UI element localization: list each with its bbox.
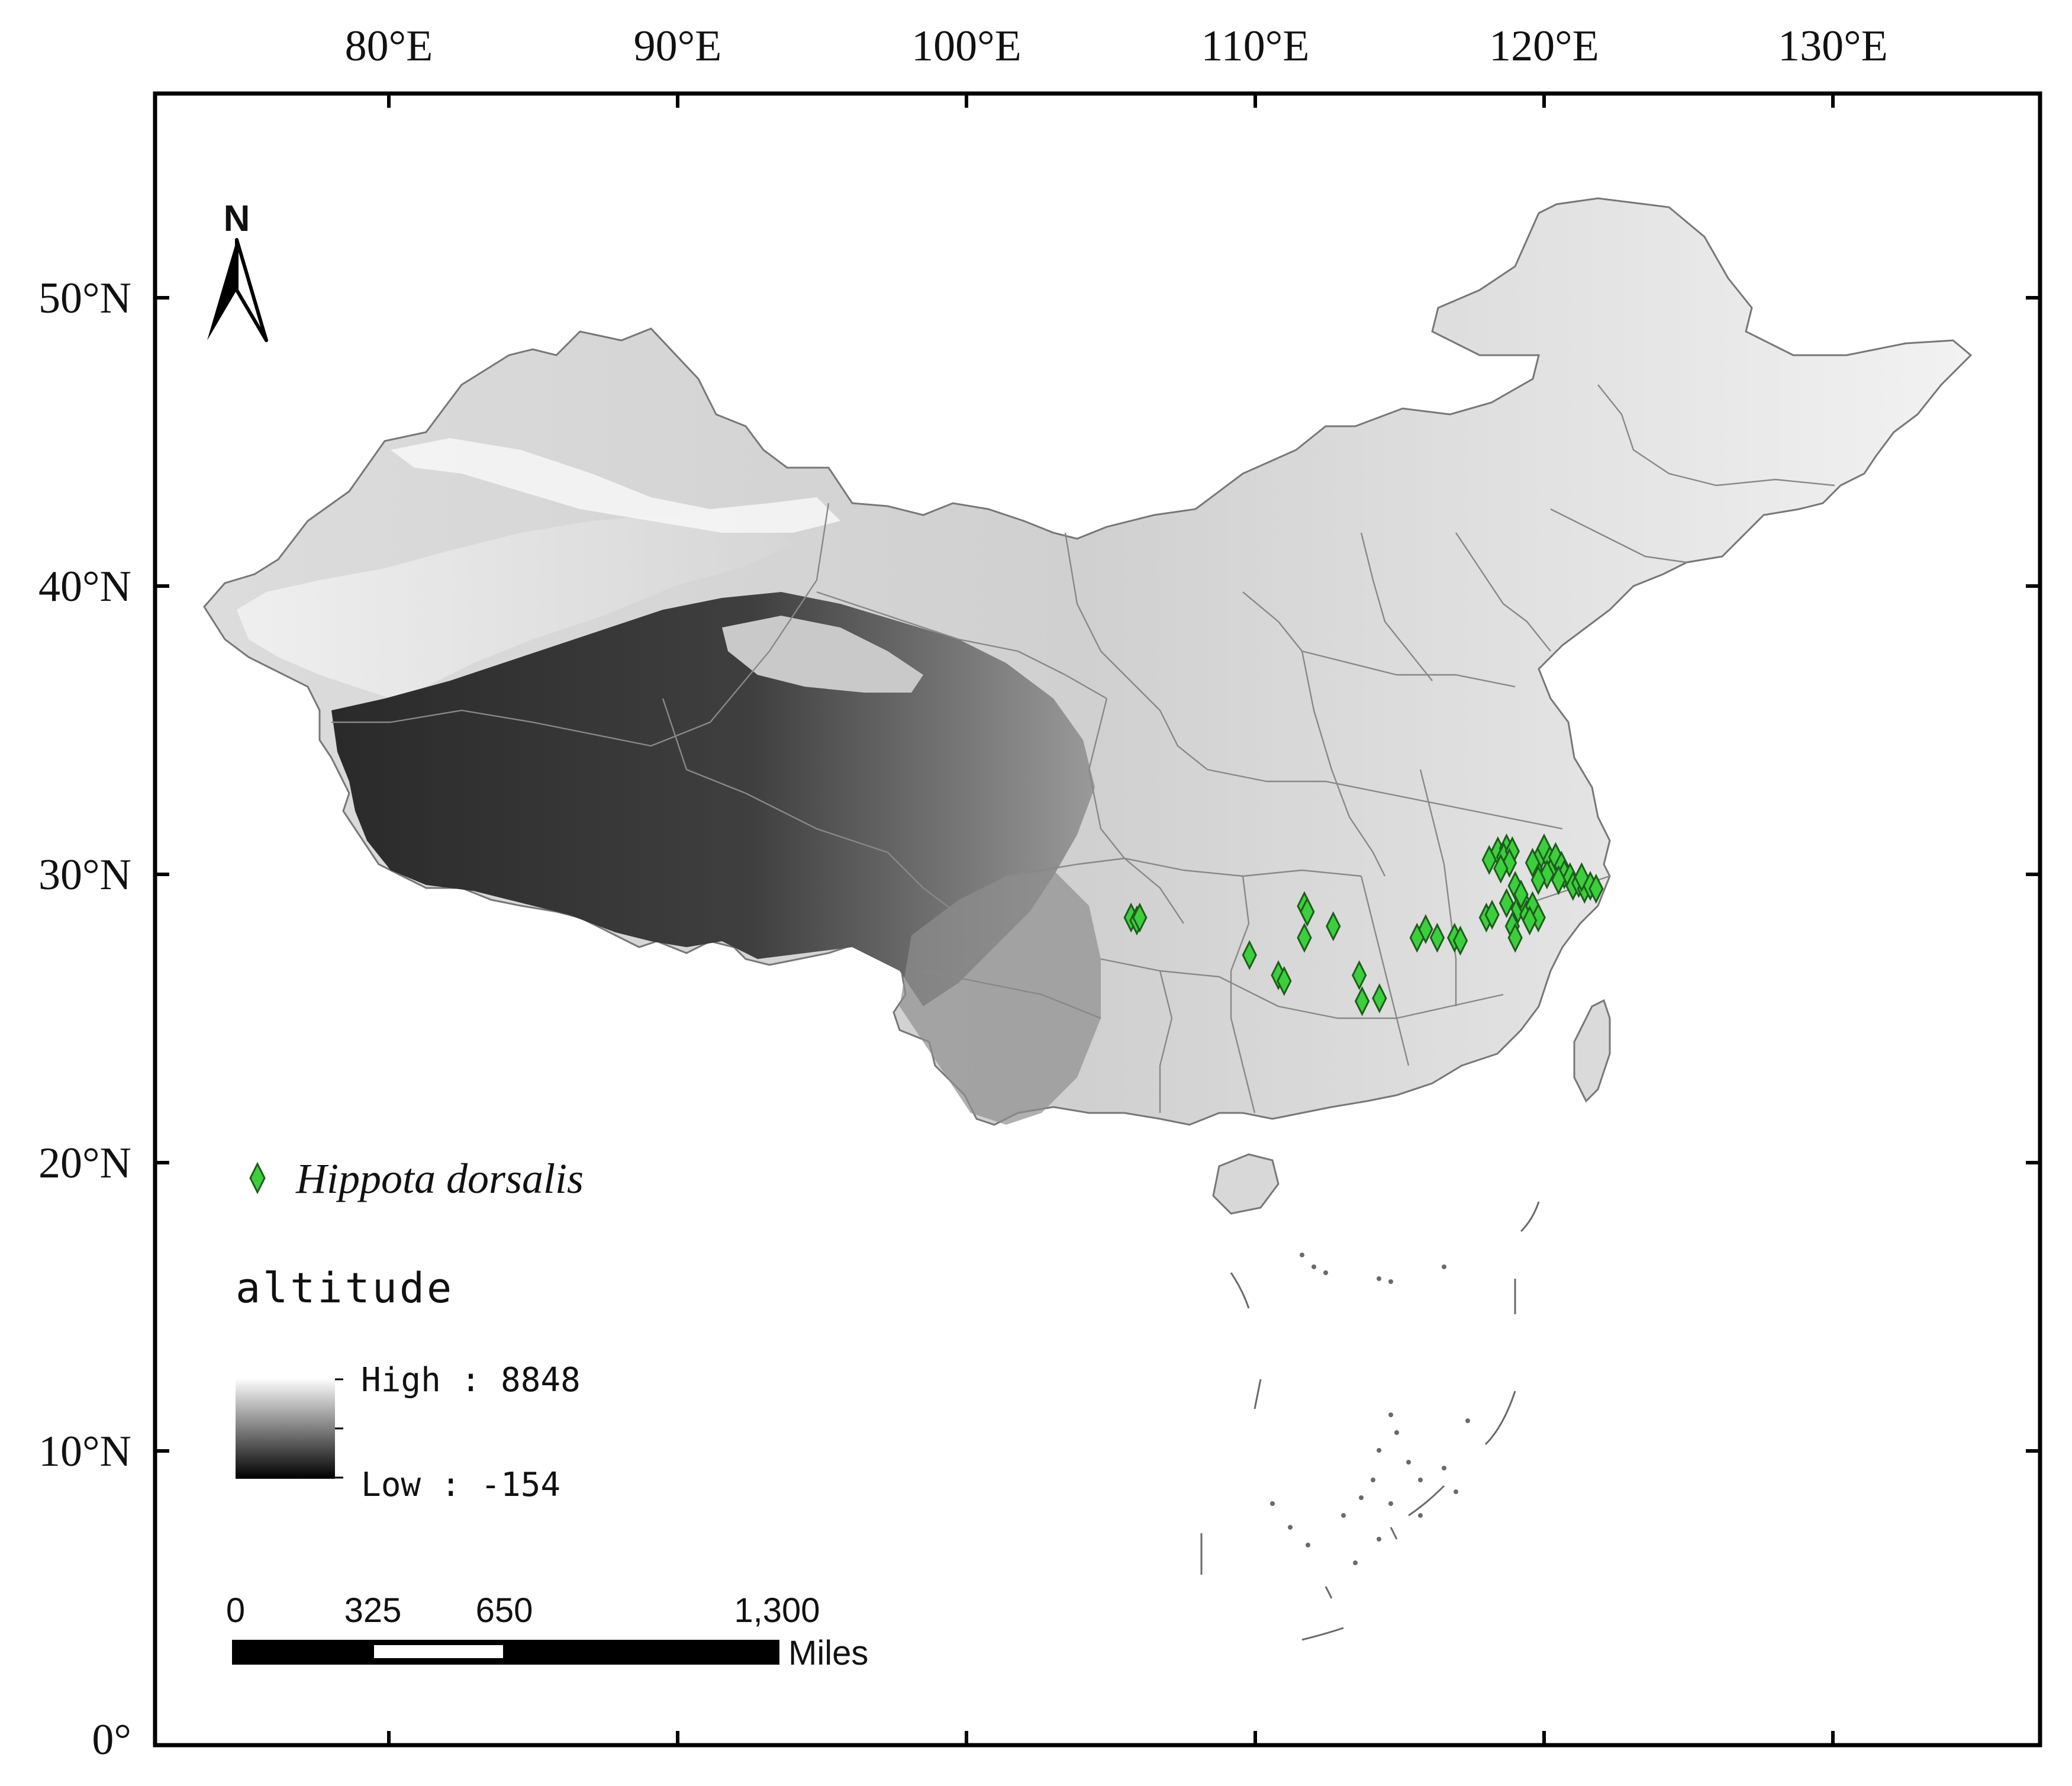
north-label: N — [224, 198, 250, 239]
occurrence-point-53 — [1525, 848, 1541, 878]
occurrence-point-36 — [1522, 905, 1538, 936]
lat-label-30: 30°N — [38, 851, 131, 899]
green-diamond-icon — [249, 1161, 266, 1195]
occurrence-point-9 — [1326, 911, 1341, 942]
occurrence-point-19 — [1484, 899, 1500, 930]
altitude-gradient — [236, 1378, 335, 1479]
north-arrow-icon: N — [207, 198, 268, 342]
south-china-sea-islands — [1200, 1201, 1540, 1641]
occurrence-point-26 — [1493, 853, 1509, 884]
legend-species-entry: Hippota dorsalis — [249, 1155, 584, 1202]
qaidam-basin — [722, 616, 923, 693]
altitude-high-label: High : 8848 — [361, 1361, 581, 1399]
map-frame — [153, 91, 2042, 1748]
scale-tick-325: 325 — [344, 1591, 402, 1630]
tianshan-range — [391, 438, 840, 533]
occurrence-point-7 — [1300, 896, 1315, 927]
tarim-basin — [237, 509, 793, 699]
southwest-highlands — [900, 870, 1101, 1125]
occurrence-point-2 — [1132, 902, 1148, 933]
lat-label-10: 10°N — [38, 1427, 131, 1476]
scale-tick-650: 650 — [476, 1591, 533, 1630]
occurrence-point-14 — [1418, 914, 1433, 944]
occurrence-point-56 — [1551, 865, 1567, 896]
taiwan-island — [1573, 999, 1611, 1103]
occurrence-point-17 — [1452, 925, 1468, 956]
scale-unit: Miles — [788, 1634, 868, 1672]
scale-bar: 0 325 650 1,300 Miles — [226, 1591, 868, 1672]
occurrence-point-51 — [1574, 862, 1590, 893]
axis-ticks — [155, 94, 2040, 1745]
lon-label-120: 120°E — [1489, 22, 1599, 70]
island-dots — [1270, 1253, 1470, 1565]
occurrence-point-32 — [1507, 922, 1523, 953]
occurrence-point-3 — [1242, 940, 1257, 970]
longitude-labels: 80°E 90°E 100°E 110°E 120°E 130°E — [345, 22, 1888, 70]
lat-label-40: 40°N — [38, 562, 131, 611]
altitude-low-label: Low : -154 — [361, 1466, 560, 1504]
altitude-title: altitude — [236, 1264, 454, 1312]
occurrence-point-30 — [1513, 879, 1529, 910]
lat-label-20: 20°N — [38, 1139, 131, 1188]
provincial-boundaries — [331, 384, 1835, 1114]
occurrence-point-5 — [1277, 966, 1292, 996]
scale-tick-0: 0 — [226, 1591, 245, 1630]
china-landmass — [203, 197, 1973, 1215]
occurrence-point-8 — [1297, 922, 1312, 953]
occurrence-point-50 — [1588, 873, 1604, 904]
lon-label-80: 80°E — [345, 22, 433, 70]
lon-label-100: 100°E — [911, 22, 1022, 70]
occurrence-point-15 — [1429, 922, 1445, 953]
occurrence-point-10 — [1352, 960, 1367, 990]
occurrence-point-12 — [1372, 983, 1387, 1013]
legend-altitude: altitude High : 8848 Low : -154 — [236, 1264, 581, 1504]
lon-label-90: 90°E — [634, 22, 722, 70]
lon-label-110: 110°E — [1201, 22, 1309, 70]
hainan-island — [1212, 1153, 1280, 1215]
scale-tick-1300: 1,300 — [734, 1591, 820, 1630]
occurrence-points — [1123, 833, 1604, 1016]
occurrence-point-11 — [1354, 986, 1370, 1016]
latitude-labels: 50°N 40°N 30°N 20°N 10°N 0° — [38, 274, 131, 1764]
tibetan-plateau — [331, 592, 1095, 1006]
lat-label-0: 0° — [92, 1716, 131, 1764]
occurrence-point-55 — [1530, 865, 1546, 896]
occurrence-point-54 — [1499, 888, 1514, 919]
lat-label-50: 50°N — [38, 274, 131, 323]
lon-label-130: 130°E — [1778, 22, 1888, 70]
legend-species-label: Hippota dorsalis — [295, 1155, 584, 1202]
